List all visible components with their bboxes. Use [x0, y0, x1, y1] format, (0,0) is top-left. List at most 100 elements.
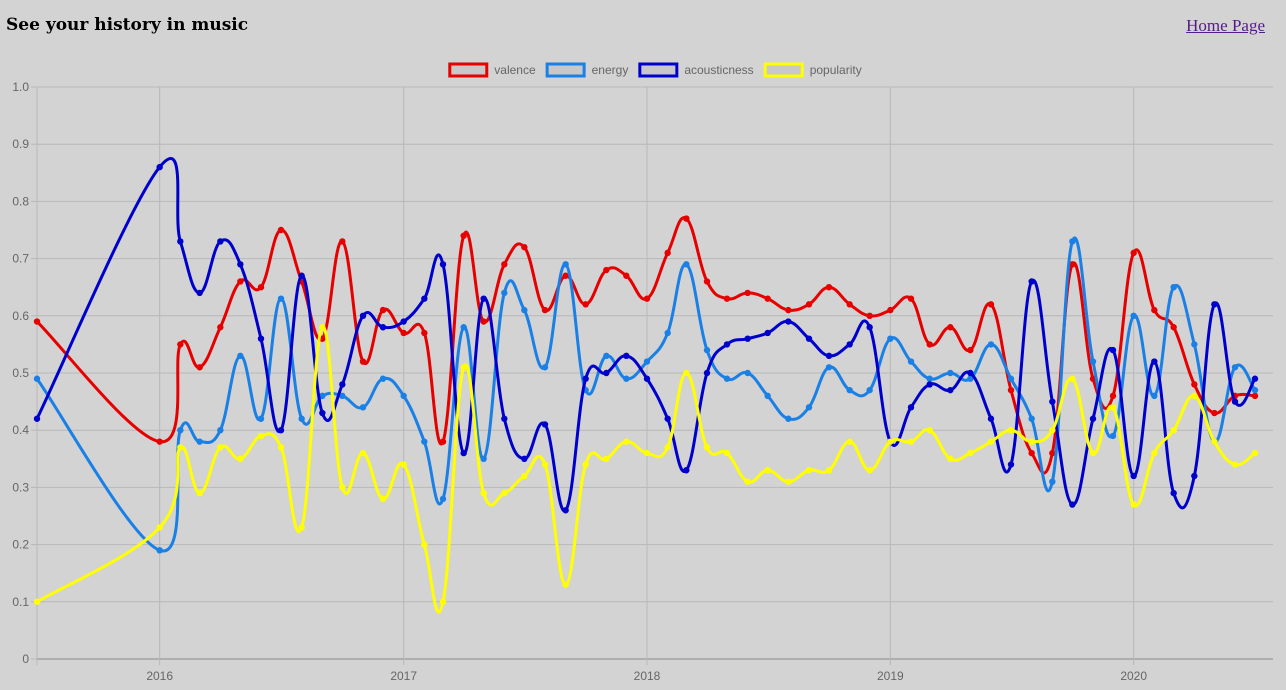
data-point-popularity: [1130, 501, 1137, 508]
data-point-valence: [1191, 381, 1198, 388]
data-point-acousticness: [723, 341, 731, 348]
data-point-acousticness: [664, 415, 671, 422]
data-point-valence: [359, 358, 367, 365]
data-point-valence: [177, 341, 184, 348]
data-point-valence: [379, 306, 387, 314]
data-point-popularity: [257, 432, 265, 440]
y-tick-label: 0.7: [12, 252, 29, 266]
data-point-energy: [257, 415, 265, 422]
y-tick-label: 0.4: [12, 423, 29, 437]
data-point-energy: [319, 392, 326, 400]
data-point-valence: [562, 272, 569, 279]
data-point-popularity: [421, 541, 428, 548]
data-point-acousticness: [764, 329, 771, 337]
data-point-valence: [421, 329, 428, 337]
data-point-energy: [866, 386, 873, 394]
legend-swatch-valence: [448, 62, 489, 78]
data-point-acousticness: [217, 238, 224, 245]
data-point-acousticness: [907, 404, 915, 411]
data-point-energy: [1130, 312, 1137, 319]
data-point-popularity: [400, 461, 407, 468]
data-point-energy: [421, 438, 428, 445]
data-point-popularity: [1007, 427, 1015, 434]
y-tick-label: 1.0: [12, 80, 29, 94]
data-point-acousticness: [359, 312, 367, 319]
data-point-valence: [400, 329, 407, 337]
data-point-energy: [501, 289, 508, 297]
data-point-acousticness: [439, 261, 447, 268]
data-point-popularity: [1191, 392, 1198, 400]
data-point-valence: [1211, 409, 1218, 417]
data-point-popularity: [217, 444, 224, 451]
y-tick-label: 0.2: [12, 538, 29, 552]
data-point-acousticness: [460, 449, 467, 457]
data-point-acousticness: [319, 409, 326, 417]
data-point-popularity: [1069, 375, 1076, 382]
data-point-acousticness: [582, 375, 589, 382]
data-point-valence: [582, 301, 589, 308]
data-point-energy: [480, 455, 487, 462]
data-point-acousticness: [785, 318, 792, 325]
data-point-popularity: [683, 369, 690, 377]
data-point-valence: [237, 278, 244, 285]
data-point-acousticness: [339, 381, 346, 388]
data-point-energy: [987, 341, 995, 348]
data-point-popularity: [1231, 461, 1239, 468]
data-point-acousticness: [196, 289, 203, 297]
data-point-acousticness: [1231, 398, 1239, 405]
data-point-energy: [298, 415, 305, 422]
series-popularity: [33, 324, 1259, 614]
data-point-energy: [439, 495, 447, 503]
data-point-energy: [926, 375, 933, 382]
data-point-popularity: [1109, 404, 1117, 411]
data-point-energy: [359, 404, 367, 411]
data-point-energy: [623, 375, 630, 382]
data-point-acousticness: [379, 324, 387, 331]
data-point-valence: [967, 346, 974, 354]
data-point-energy: [643, 358, 651, 365]
home-page-link[interactable]: Home Page: [1186, 16, 1265, 35]
data-point-popularity: [825, 467, 833, 474]
y-tick-label: 0: [22, 652, 29, 666]
data-point-acousticness: [156, 163, 163, 171]
x-tick-label: 2019: [877, 669, 904, 683]
data-point-acousticness: [1151, 358, 1158, 365]
data-point-popularity: [664, 444, 671, 451]
data-point-popularity: [379, 495, 387, 503]
data-point-valence: [785, 306, 792, 314]
data-point-acousticness: [1049, 398, 1056, 405]
data-point-energy: [825, 364, 833, 371]
data-point-popularity: [319, 324, 326, 331]
data-point-acousticness: [257, 335, 265, 342]
data-point-acousticness: [1170, 489, 1177, 497]
data-point-popularity: [1211, 438, 1218, 445]
data-point-valence: [521, 243, 528, 251]
data-point-valence: [1251, 392, 1259, 400]
data-point-energy: [196, 438, 203, 445]
data-point-popularity: [1089, 449, 1097, 457]
y-tick-label: 0.6: [12, 309, 29, 323]
data-point-energy: [217, 427, 224, 434]
data-point-acousticness: [277, 427, 285, 434]
data-point-acousticness: [825, 352, 833, 360]
chart-plot-area: [33, 157, 1259, 614]
data-point-valence: [277, 226, 285, 234]
data-point-popularity: [603, 455, 610, 462]
data-point-energy: [846, 386, 853, 394]
data-point-energy: [1151, 392, 1158, 400]
data-point-valence: [1151, 306, 1158, 314]
data-point-energy: [1049, 478, 1056, 485]
data-point-popularity: [1151, 449, 1158, 457]
series-valence: [33, 215, 1259, 475]
series-energy: [33, 236, 1259, 554]
data-point-acousticness: [703, 369, 711, 377]
data-point-energy: [156, 547, 163, 554]
data-point-valence: [196, 364, 203, 371]
y-tick-label: 0.5: [12, 366, 29, 380]
data-point-acousticness: [237, 261, 244, 268]
data-point-valence: [703, 278, 711, 285]
data-point-valence: [339, 238, 346, 245]
legend-label-valence: valence: [494, 63, 536, 77]
data-point-popularity: [460, 364, 467, 371]
chart-grid: 0 0.1 0.2 0.3 0.4 0.5 0.6 0.7 0.8 0.9 1.0 2016 2017 2…: [12, 80, 1273, 683]
